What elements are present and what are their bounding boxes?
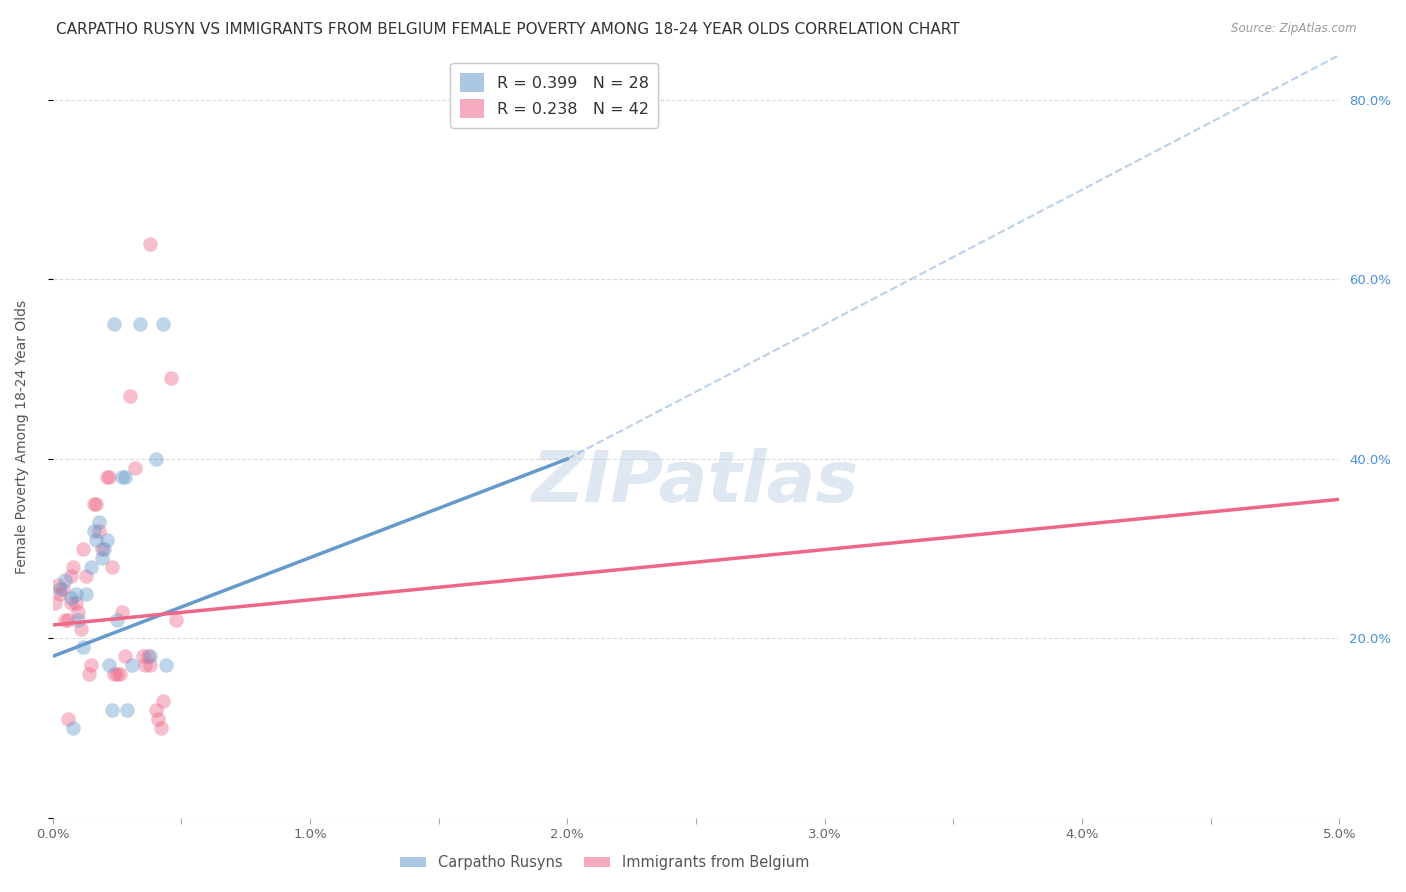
Point [86,533,108,547]
Point [55,614,77,628]
Point [77,667,100,681]
Point [59,595,82,609]
Text: CARPATHO RUSYN VS IMMIGRANTS FROM BELGIUM FEMALE POVERTY AMONG 18-24 YEAR OLDS C: CARPATHO RUSYN VS IMMIGRANTS FROM BELGIU… [56,22,960,37]
Point [75,586,97,600]
Point [56,614,79,628]
Point [103,318,125,332]
Point [165,614,187,628]
Text: Source: ZipAtlas.com: Source: ZipAtlas.com [1232,22,1357,36]
Point [44,595,66,609]
Point [52,582,75,596]
Point [105,667,128,681]
Point [86,497,108,511]
Point [121,658,143,673]
Point [103,667,125,681]
Point [75,568,97,582]
Point [55,573,77,587]
Point [65,595,87,609]
Point [83,497,105,511]
Point [67,614,90,628]
Point [149,721,172,735]
Point [96,470,118,484]
Point [105,614,128,628]
Point [160,371,183,385]
Point [65,586,87,600]
Point [70,623,93,637]
Point [146,712,169,726]
Point [111,470,134,484]
Point [134,658,156,673]
Point [124,461,146,475]
Point [145,452,167,467]
Point [87,515,110,529]
Point [87,524,110,538]
Point [90,550,112,565]
Point [56,712,79,726]
Point [72,541,94,556]
Point [96,533,118,547]
Point [93,541,115,556]
Point [72,640,94,655]
Point [145,703,167,717]
Point [59,591,82,605]
Point [111,605,134,619]
Point [152,318,174,332]
Point [83,524,105,538]
Point [90,541,112,556]
Point [80,559,103,574]
Point [118,389,141,403]
Point [131,649,153,664]
Text: ZIPatlas: ZIPatlas [533,448,859,516]
Point [98,658,121,673]
Point [139,649,162,664]
Y-axis label: Female Poverty Among 18-24 Year Olds: Female Poverty Among 18-24 Year Olds [15,300,30,574]
Point [46,577,69,591]
Point [62,721,84,735]
Point [49,586,72,600]
Point [114,649,136,664]
Point [114,470,136,484]
Point [115,703,138,717]
Point [98,470,121,484]
Point [59,568,82,582]
Point [101,703,124,717]
Point [80,658,103,673]
Point [67,605,90,619]
Legend: R = 0.399   N = 28, R = 0.238   N = 42: R = 0.399 N = 28, R = 0.238 N = 42 [450,63,658,128]
Legend: Carpatho Rusyns, Immigrants from Belgium: Carpatho Rusyns, Immigrants from Belgium [394,849,815,876]
Point [155,658,177,673]
Point [139,236,162,251]
Point [136,649,159,664]
Point [139,658,162,673]
Point [108,667,131,681]
Point [101,559,124,574]
Point [152,694,174,708]
Point [49,582,72,596]
Point [62,559,84,574]
Point [129,318,152,332]
